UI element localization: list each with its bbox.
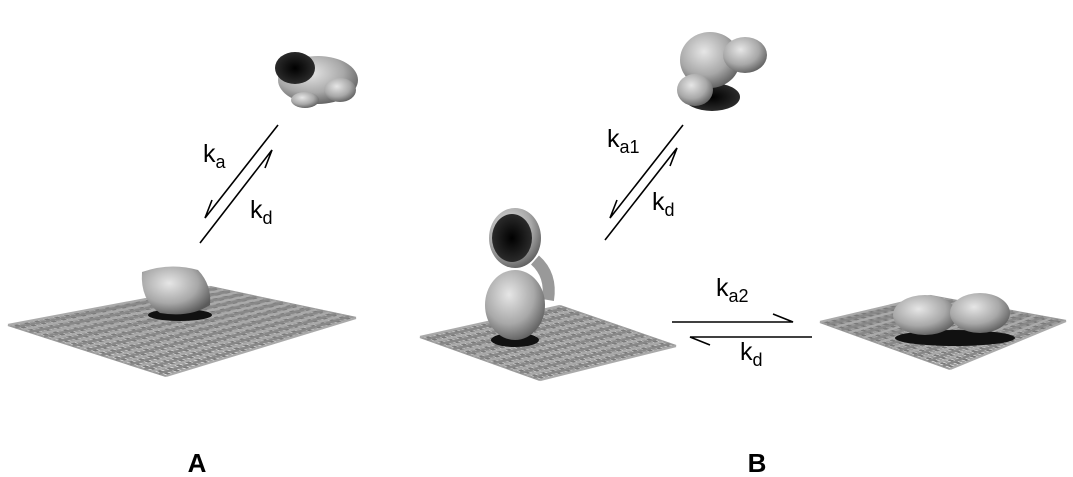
protein-bound-b1: [485, 208, 555, 347]
panel-label: B: [748, 448, 767, 477]
protein-bound-a: [141, 266, 212, 321]
rate-ka: ka: [203, 140, 227, 172]
arrows-a: [199, 124, 279, 244]
rate-ka1: ka1: [607, 125, 640, 157]
protein-free-b: [677, 32, 767, 111]
rate-ka2: ka2: [716, 274, 749, 306]
rate-kd: kd: [250, 196, 273, 228]
panel-label: A: [188, 448, 207, 477]
arrows-b: [604, 124, 812, 346]
protein-bound-b2: [893, 293, 1015, 346]
protein-free-a: [275, 52, 358, 108]
rate-kd-b2: kd: [740, 338, 763, 370]
rate-kd-b1: kd: [652, 188, 675, 220]
surface-grid: [419, 304, 677, 382]
